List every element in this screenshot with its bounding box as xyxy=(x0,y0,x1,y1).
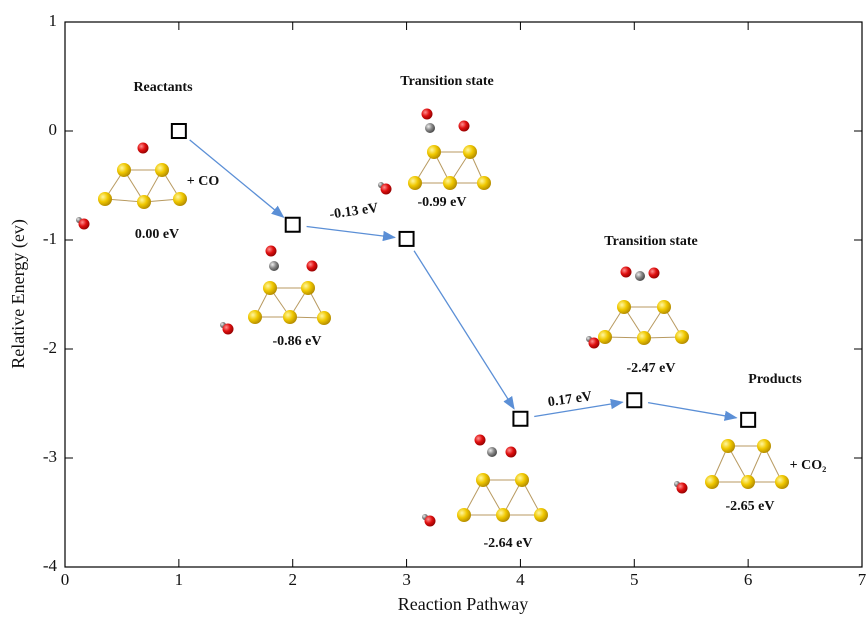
metal-atom xyxy=(317,311,331,325)
metal-atom xyxy=(457,508,471,522)
metal-atom xyxy=(534,508,548,522)
arrow xyxy=(534,398,624,418)
metal-atom xyxy=(705,475,719,489)
energy-label: -2.47 eV xyxy=(627,361,676,376)
annotation: Transition state xyxy=(604,234,697,249)
metal-atom xyxy=(675,330,689,344)
energy-label: -2.64 eV xyxy=(484,536,533,551)
annotation: + CO₂ xyxy=(790,458,827,473)
state-marker xyxy=(740,411,757,428)
carbon-atom xyxy=(487,447,497,457)
x-tick-label: 6 xyxy=(744,570,753,589)
state-marker xyxy=(398,230,415,247)
state-marker xyxy=(512,410,529,427)
annotation: Products xyxy=(748,372,802,387)
metal-atom xyxy=(598,330,612,344)
metal-atom xyxy=(408,176,422,190)
metal-atom xyxy=(721,439,735,453)
metal-atom xyxy=(741,475,755,489)
energy-label: 0.00 eV xyxy=(135,227,179,242)
water-oxygen xyxy=(588,337,600,349)
annotation: Reactants xyxy=(133,80,193,95)
y-tick-label: -1 xyxy=(43,229,57,248)
state-marker xyxy=(170,123,187,139)
oxygen-atom xyxy=(421,108,433,120)
state-marker xyxy=(284,216,301,233)
metal-atom xyxy=(463,145,477,159)
metal-atom xyxy=(98,192,112,206)
x-tick-label: 5 xyxy=(630,570,639,589)
metal-atom xyxy=(657,300,671,314)
energy-label: -0.86 eV xyxy=(273,334,322,349)
metal-atom xyxy=(137,195,151,209)
oxygen-atom xyxy=(458,120,470,132)
oxygen-atom xyxy=(620,266,632,278)
carbon-atom xyxy=(635,271,645,281)
water-oxygen xyxy=(222,323,234,335)
metal-atom xyxy=(301,281,315,295)
oxygen-atom xyxy=(474,434,486,446)
plot-frame xyxy=(64,21,863,568)
metal-atom xyxy=(443,176,457,190)
water-oxygen xyxy=(380,183,392,195)
oxygen-atom xyxy=(505,446,517,458)
water-oxygen xyxy=(424,515,436,527)
y-tick-label: -4 xyxy=(43,556,58,575)
metal-atom xyxy=(173,192,187,206)
metal-atom xyxy=(775,475,789,489)
metal-atom xyxy=(155,163,169,177)
annotation: + CO xyxy=(187,174,220,189)
energy-label: -2.65 eV xyxy=(726,499,775,514)
annotation: 0.17 eV xyxy=(547,389,593,410)
metal-atom xyxy=(637,331,651,345)
metal-atom xyxy=(427,145,441,159)
x-axis-label: Reaction Pathway xyxy=(398,594,528,614)
arrow xyxy=(189,139,285,218)
water-oxygen xyxy=(676,482,688,494)
metal-atom xyxy=(515,473,529,487)
state-marker xyxy=(626,392,643,409)
x-tick-label: 0 xyxy=(61,570,70,589)
metal-atom xyxy=(283,310,297,324)
carbon-atom xyxy=(269,261,279,271)
y-tick-label: 1 xyxy=(49,11,58,30)
y-tick-label: -3 xyxy=(43,447,57,466)
metal-atom xyxy=(263,281,277,295)
y-tick-label: -2 xyxy=(43,338,57,357)
oxygen-atom xyxy=(137,142,149,154)
oxygen-atom xyxy=(648,267,660,279)
metal-atom xyxy=(496,508,510,522)
x-tick-label: 7 xyxy=(858,570,866,589)
water-oxygen xyxy=(78,218,90,230)
oxygen-atom xyxy=(265,245,277,257)
x-tick-label: 1 xyxy=(175,570,184,589)
carbon-atom xyxy=(425,123,435,133)
y-axis-label: Relative Energy (ev) xyxy=(8,219,29,369)
annotation: Transition state xyxy=(400,74,493,89)
y-tick-label: 0 xyxy=(49,120,58,139)
arrow xyxy=(306,225,396,242)
annotation: -0.13 eV xyxy=(329,201,380,223)
metal-atom xyxy=(477,176,491,190)
x-tick-label: 3 xyxy=(402,570,411,589)
oxygen-atom xyxy=(306,260,318,272)
x-tick-label: 4 xyxy=(516,570,525,589)
energy-label: -0.99 eV xyxy=(418,195,467,210)
metal-atom xyxy=(248,310,262,324)
metal-atom xyxy=(617,300,631,314)
arrow xyxy=(413,250,515,410)
metal-atom xyxy=(117,163,131,177)
arrow xyxy=(647,401,738,421)
metal-atom xyxy=(757,439,771,453)
x-tick-label: 2 xyxy=(288,570,297,589)
metal-atom xyxy=(476,473,490,487)
